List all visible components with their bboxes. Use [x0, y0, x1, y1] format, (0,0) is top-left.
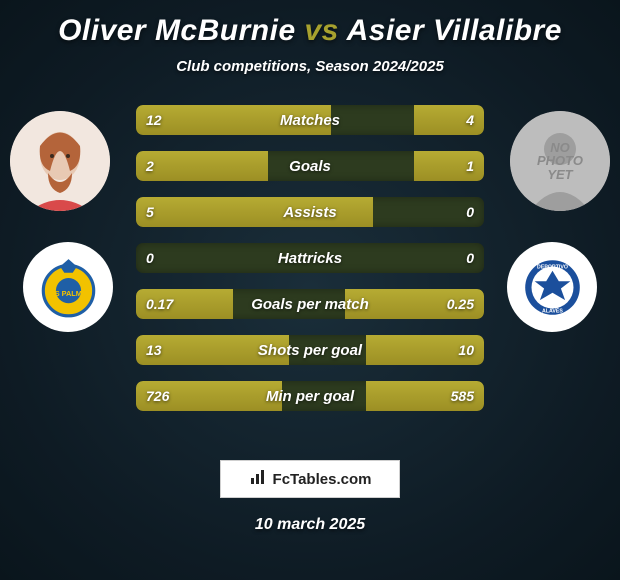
- stat-value-left: 0: [146, 243, 154, 273]
- stat-value-right: 4: [466, 105, 474, 135]
- stat-value-left: 0.17: [146, 289, 173, 319]
- stat-value-left: 2: [146, 151, 154, 181]
- stat-value-right: 0.25: [447, 289, 474, 319]
- stat-fill-left: [136, 105, 331, 135]
- no-photo-line1: NO: [537, 141, 583, 155]
- stat-value-right: 0: [466, 243, 474, 273]
- brand-text: FcTables.com: [273, 471, 372, 488]
- comparison-body: NO PHOTO YET LAS PALMAS DEPORTIVO ALAVÉS: [0, 97, 620, 427]
- page-title: Oliver McBurnie vs Asier Villalibre: [0, 0, 620, 48]
- stat-row: 0.170.25Goals per match: [136, 289, 484, 319]
- player1-photo: [10, 111, 110, 211]
- svg-text:LAS PALMAS: LAS PALMAS: [44, 288, 91, 297]
- subtitle: Club competitions, Season 2024/2025: [0, 58, 620, 75]
- date-label: 10 march 2025: [0, 516, 620, 534]
- chart-icon: [249, 468, 267, 491]
- stat-row: 1310Shots per goal: [136, 335, 484, 365]
- title-vs: vs: [304, 14, 338, 47]
- stat-row: 21Goals: [136, 151, 484, 181]
- no-photo-line3: YET: [537, 168, 583, 182]
- svg-text:DEPORTIVO: DEPORTIVO: [537, 264, 568, 270]
- stat-value-left: 12: [146, 105, 162, 135]
- stat-label: Hattricks: [136, 243, 484, 273]
- player2-photo-placeholder: NO PHOTO YET: [510, 111, 610, 211]
- stat-row: 726585Min per goal: [136, 381, 484, 411]
- stat-row: 124Matches: [136, 105, 484, 135]
- stat-value-left: 5: [146, 197, 154, 227]
- stat-value-right: 585: [451, 381, 474, 411]
- stats-bars: 124Matches21Goals50Assists00Hattricks0.1…: [136, 105, 484, 427]
- comparison-card: Oliver McBurnie vs Asier Villalibre Club…: [0, 0, 620, 580]
- svg-text:ALAVÉS: ALAVÉS: [542, 306, 563, 314]
- player1-club-badge: LAS PALMAS: [23, 242, 113, 332]
- stat-value-right: 10: [458, 335, 474, 365]
- stat-value-right: 0: [466, 197, 474, 227]
- stat-row: 0 0Hattricks: [136, 243, 484, 273]
- stat-fill-left: [136, 197, 373, 227]
- no-photo-label: NO PHOTO YET: [537, 141, 583, 182]
- stat-fill-left: [136, 151, 268, 181]
- stat-row: 50Assists: [136, 197, 484, 227]
- brand-banner[interactable]: FcTables.com: [220, 460, 400, 498]
- stat-value-left: 726: [146, 381, 169, 411]
- stat-value-right: 1: [466, 151, 474, 181]
- title-player1: Oliver McBurnie: [58, 14, 296, 47]
- no-photo-line2: PHOTO: [537, 154, 583, 168]
- stat-value-left: 13: [146, 335, 162, 365]
- player2-club-badge: DEPORTIVO ALAVÉS: [507, 242, 597, 332]
- title-player2: Asier Villalibre: [347, 14, 562, 47]
